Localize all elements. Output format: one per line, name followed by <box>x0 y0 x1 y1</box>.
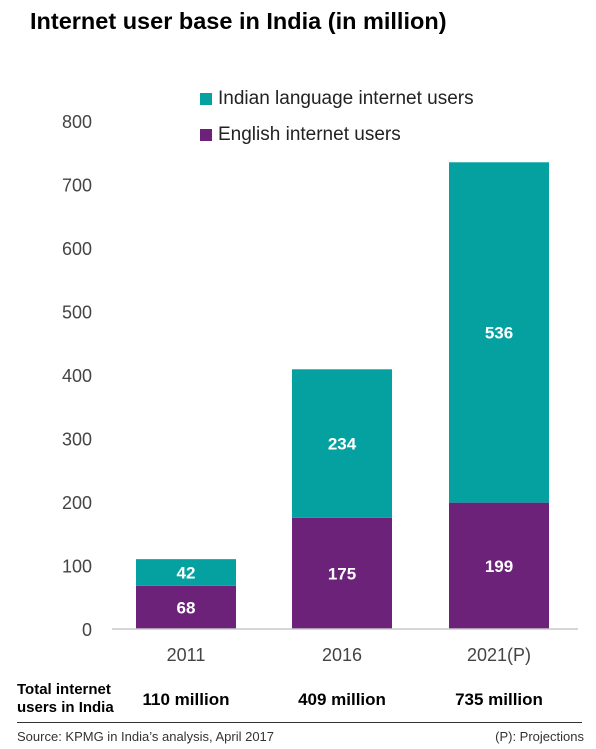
bar-english-2016 <box>292 517 392 629</box>
legend-swatch-teal <box>200 93 212 105</box>
totals-label-line1: Total internet <box>17 681 111 698</box>
bar-indian-language-2021p <box>449 162 549 503</box>
bar-indian-language-2016 <box>292 369 392 518</box>
data-label: 536 <box>485 323 513 342</box>
data-label: 199 <box>485 557 513 576</box>
totals-label-line2: users in India <box>17 699 114 716</box>
stacked-bar-chart: 0 100 200 300 400 500 600 700 800 68 42 2011 175 234 2… <box>62 112 578 665</box>
chart-title: Internet user base in India (in million) <box>30 8 447 34</box>
y-tick-label: 0 <box>82 620 92 640</box>
legend-item-english: English internet users <box>200 124 401 146</box>
data-label: 175 <box>328 564 356 583</box>
legend-label-indian-language: Indian language internet users <box>218 88 474 109</box>
data-label: 234 <box>328 435 357 454</box>
y-tick-label: 100 <box>62 557 92 577</box>
legend-label-english: English internet users <box>218 124 401 145</box>
y-tick-label: 700 <box>62 176 92 196</box>
legend-item-indian-language: Indian language internet users <box>200 88 474 110</box>
total-2011: 110 million <box>142 690 230 709</box>
x-tick-label: 2016 <box>322 645 362 665</box>
y-tick-label: 400 <box>62 366 92 386</box>
bar-indian-language-2011 <box>136 559 236 586</box>
x-tick-label: 2011 <box>167 645 206 665</box>
total-2016: 409 million <box>298 690 386 709</box>
y-tick-label: 500 <box>62 303 92 323</box>
x-tick-label: 2021(P) <box>467 645 531 665</box>
projections-note: (P): Projections <box>495 729 584 744</box>
legend-swatch-purple <box>200 129 212 141</box>
totals-label: Total internet users in India <box>17 681 114 717</box>
footer-divider <box>17 722 582 723</box>
bar-english-2011 <box>136 585 236 629</box>
data-label: 68 <box>177 598 196 617</box>
y-tick-label: 200 <box>62 493 92 513</box>
y-tick-label: 800 <box>62 112 92 132</box>
bar-english-2021p <box>449 502 549 629</box>
y-tick-label: 300 <box>62 430 92 450</box>
y-tick-label: 600 <box>62 239 92 259</box>
data-label: 42 <box>177 563 196 582</box>
total-2021: 735 million <box>455 690 543 709</box>
source-note: Source: KPMG in India’s analysis, April … <box>17 729 275 744</box>
